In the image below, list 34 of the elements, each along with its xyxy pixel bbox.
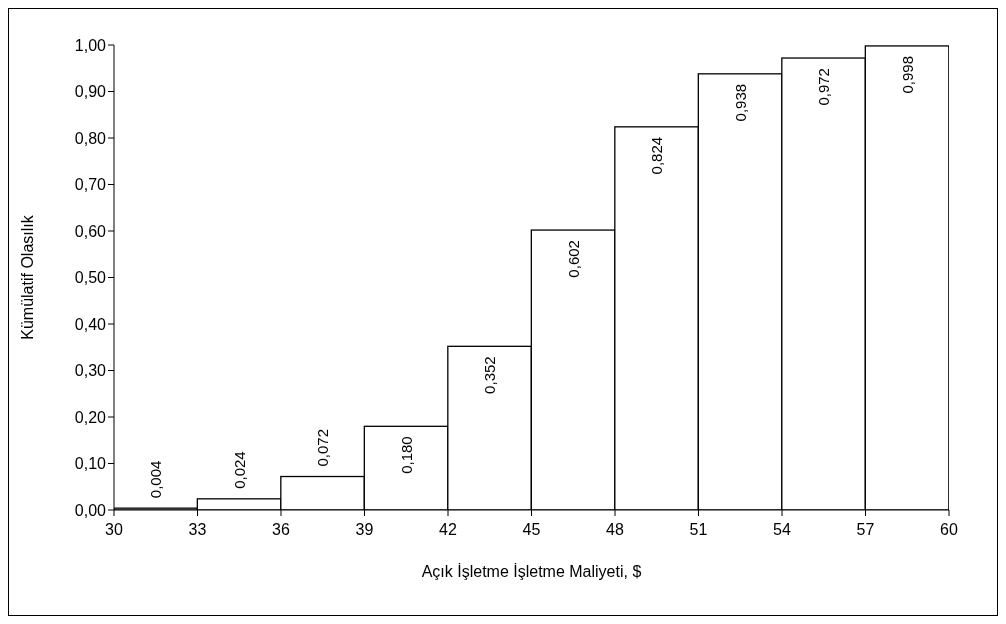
x-tick-label: 36 <box>272 521 290 539</box>
y-tick-label: 0,80 <box>74 129 107 147</box>
x-tick-label: 48 <box>606 521 624 539</box>
data-label: 0,024 <box>230 451 248 489</box>
data-label: 0,938 <box>731 83 749 122</box>
data-label: 0,352 <box>481 356 499 394</box>
x-axis-title: Açık İşletme İşletme Maliyeti, $ <box>421 562 642 580</box>
y-tick-label: 0,00 <box>74 501 107 519</box>
data-label: 0,004 <box>147 460 165 499</box>
data-label: 0,998 <box>898 55 916 94</box>
y-tick-label: 0,90 <box>74 83 107 101</box>
y-tick-label: 0,60 <box>74 222 107 240</box>
x-tick-label: 54 <box>773 521 791 539</box>
y-tick-label: 0,20 <box>74 408 107 426</box>
y-tick-label: 0,10 <box>74 455 107 473</box>
x-tick-label: 30 <box>105 521 123 539</box>
data-label: 0,180 <box>397 436 415 474</box>
x-tick-label: 45 <box>522 521 541 539</box>
x-tick-label: 42 <box>439 521 457 539</box>
data-label: 0,602 <box>564 240 582 278</box>
data-label: 0,824 <box>648 136 666 175</box>
data-label: 0,972 <box>815 68 833 106</box>
y-axis-title: Kümülatif Olasılık <box>18 214 36 340</box>
x-tick-label: 39 <box>355 521 374 539</box>
y-tick-label: 0,50 <box>74 269 107 287</box>
y-tick-label: 0,70 <box>74 176 107 194</box>
x-tick-label: 60 <box>940 521 958 539</box>
y-tick-label: 1,00 <box>74 36 107 54</box>
data-label: 0,072 <box>314 428 332 467</box>
x-tick-label: 51 <box>689 521 708 539</box>
y-tick-label: 0,30 <box>74 362 107 380</box>
x-tick-label: 57 <box>856 521 875 539</box>
y-tick-label: 0,40 <box>74 315 107 333</box>
x-tick-label: 33 <box>188 521 207 539</box>
